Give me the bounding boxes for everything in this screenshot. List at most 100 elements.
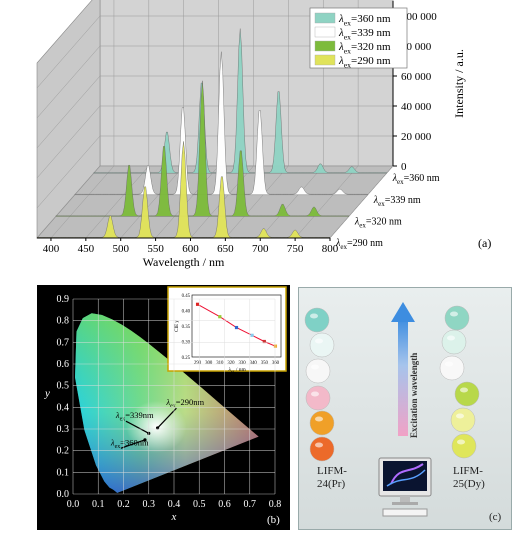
chart-series bbox=[36, 28, 387, 239]
inset-x-tick: 300 bbox=[205, 361, 213, 366]
arrow-label: Excitation wavelength bbox=[409, 353, 419, 438]
inset-y-title: CIE y bbox=[175, 320, 180, 332]
legend-label: λex=320 nm bbox=[338, 41, 391, 55]
left-ball-3 bbox=[305, 385, 331, 411]
x-tick-label: 0.6 bbox=[218, 499, 231, 510]
left-label: LIFM-24(Pr) bbox=[317, 465, 347, 490]
inset-y-tick: 0.25 bbox=[182, 356, 191, 361]
cie-grid bbox=[72, 298, 276, 495]
side-gridline-h bbox=[36, 135, 101, 209]
y-tick-label: 0.1 bbox=[57, 467, 70, 478]
y-tick-label: 0.6 bbox=[57, 359, 70, 370]
right-ball-2 bbox=[439, 355, 465, 381]
inset-x-tick: 330 bbox=[238, 361, 246, 366]
left-ball-1 bbox=[309, 332, 335, 358]
right-ball-4-highlight bbox=[456, 413, 464, 419]
left-ball-1-highlight bbox=[315, 338, 323, 344]
x-tick-label: 0.3 bbox=[143, 499, 156, 510]
y-tick-label: 0 bbox=[401, 161, 407, 173]
depth-label-1: λex=339 nm bbox=[373, 195, 421, 208]
series-0 bbox=[93, 28, 387, 174]
x-tick-label: 400 bbox=[43, 243, 60, 255]
inset-y-tick: 0.40 bbox=[182, 310, 191, 315]
right-ball-1-highlight bbox=[447, 335, 455, 341]
right-ball-1 bbox=[441, 329, 467, 355]
series-1 bbox=[74, 51, 368, 195]
inset-point bbox=[234, 325, 239, 330]
right-ball-3-highlight bbox=[460, 387, 468, 393]
y-tick-label: 0.4 bbox=[57, 402, 70, 413]
depth-label-0: λex=360 nm bbox=[392, 173, 440, 186]
x-tick-label: 0.7 bbox=[244, 499, 257, 510]
x-tick-label: 0.4 bbox=[168, 499, 181, 510]
left-ball-4 bbox=[309, 410, 335, 436]
x-tick-label: 0.1 bbox=[92, 499, 105, 510]
legend-swatch bbox=[314, 26, 336, 38]
series-3 bbox=[36, 141, 331, 239]
side-gridline-h bbox=[36, 165, 101, 239]
x-tick-label: 500 bbox=[112, 243, 129, 255]
panel-a: λex=360 nm λex=339 nm λex=320 nm λex=290 nm… bbox=[36, 0, 491, 269]
depth-label-2: λex=320 nm bbox=[354, 216, 402, 229]
panel-c: Excitation wavelength LIFM-24(Pr) LIFM-2… bbox=[298, 287, 512, 530]
annotation-label-2: λex=360nm bbox=[110, 437, 149, 450]
inset-point bbox=[195, 302, 200, 306]
cie-chart: 0.0 0.1 0.2 0.3 0.4 0.5 0.6 0.7 0.80.00.10.20.30… bbox=[44, 286, 287, 526]
inset-y-tick: 0.35 bbox=[182, 325, 191, 330]
x-tick-label: 0.5 bbox=[193, 499, 206, 510]
floor-gridline bbox=[120, 165, 184, 239]
inset-y-tick: 0.30 bbox=[182, 341, 191, 346]
y-tick-label: 0.9 bbox=[57, 294, 70, 305]
panel-label-a: (a) bbox=[478, 236, 491, 250]
cie-annotations: λex=290nm λex=339nm λex=360nm bbox=[110, 397, 205, 450]
inset-y-tick: 0.45 bbox=[182, 294, 191, 299]
x-tick-label: 450 bbox=[78, 243, 95, 255]
y-tick-label: 0.0 bbox=[57, 489, 70, 500]
left-ball-0 bbox=[304, 307, 330, 333]
annotation-arrow bbox=[157, 407, 177, 429]
left-ball-2 bbox=[305, 358, 331, 384]
floor-gridline bbox=[294, 165, 359, 239]
floor-gridline bbox=[85, 165, 150, 239]
inset-x-tick: 350 bbox=[261, 361, 269, 366]
right-ball-2-highlight bbox=[445, 361, 453, 367]
floor-gridline bbox=[260, 165, 324, 239]
right-ball-4 bbox=[450, 407, 476, 433]
x-tick-label: 750 bbox=[287, 243, 304, 255]
y-tick-label: 60 000 bbox=[401, 71, 432, 83]
x-tick-label: 0.2 bbox=[117, 499, 130, 510]
right-ball-5-highlight bbox=[457, 439, 465, 445]
inset-x-tick: 290 bbox=[194, 361, 202, 366]
inset-axes bbox=[191, 294, 282, 358]
left-ball-0-highlight bbox=[310, 313, 318, 319]
panel-b: 0.0 0.1 0.2 0.3 0.4 0.5 0.6 0.7 0.8 0.0 0.1 0.2 0.3 0… bbox=[37, 285, 290, 530]
legend-swatch bbox=[314, 54, 336, 66]
inset-point bbox=[250, 333, 254, 337]
side-gridline-h bbox=[36, 105, 101, 179]
right-ball-0 bbox=[444, 305, 470, 331]
left-ball-5-highlight bbox=[315, 442, 323, 448]
inset-point bbox=[273, 344, 278, 348]
inset-point bbox=[218, 315, 222, 319]
y-tick-label: 0.3 bbox=[57, 424, 70, 435]
floor-gridline bbox=[50, 165, 115, 239]
photo-panel: Excitation wavelength LIFM-24(Pr) LIFM-2… bbox=[299, 288, 511, 529]
left-ball-3-highlight bbox=[311, 391, 319, 397]
left-ball-4-highlight bbox=[315, 416, 323, 422]
inset-x-tick: 340 bbox=[250, 361, 258, 366]
depth-label-3: λex=290 nm bbox=[335, 238, 383, 251]
y-tick-label: 0.8 bbox=[57, 316, 70, 327]
right-label: LIFM-25(Dy) bbox=[453, 465, 485, 490]
x-tick-label: 0.8 bbox=[269, 499, 282, 510]
annotation-arrow bbox=[120, 439, 146, 449]
x-tick-label: 800 bbox=[322, 243, 339, 255]
left-ball-5 bbox=[309, 436, 335, 462]
x-tick-label: 650 bbox=[217, 243, 234, 255]
x-tick-label: 0.0 bbox=[67, 499, 80, 510]
y-axis-title: y bbox=[44, 388, 50, 400]
inset-x-tick: 310 bbox=[216, 361, 224, 366]
right-ball-5 bbox=[451, 433, 477, 459]
